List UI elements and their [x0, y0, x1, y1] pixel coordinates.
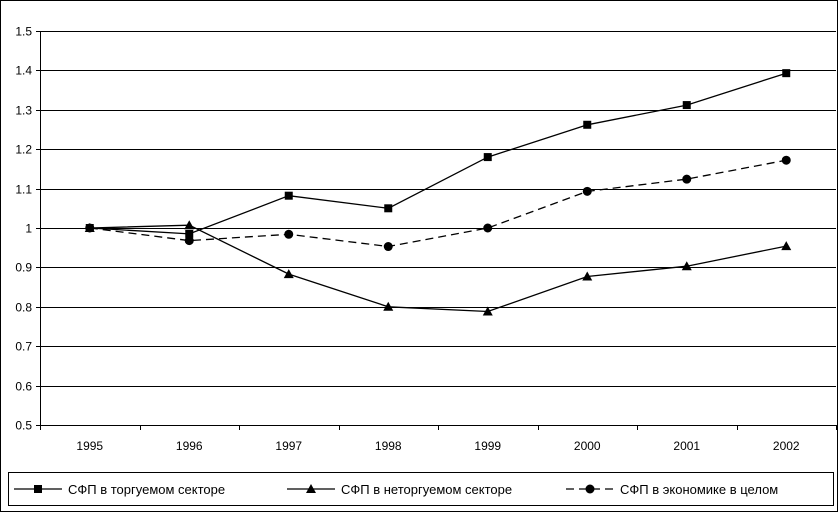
- data-point: [681, 261, 692, 271]
- y-tick-label: 1: [25, 222, 32, 236]
- y-tick-label: 1.4: [15, 64, 32, 78]
- y-tick-label: 1.5: [15, 25, 32, 39]
- data-point: [483, 223, 493, 233]
- data-point: [284, 229, 294, 239]
- data-point: [781, 155, 791, 165]
- data-point: [482, 306, 493, 316]
- series-line: [89, 224, 787, 313]
- y-tick-label: 0.5: [15, 419, 32, 433]
- gridlines: [36, 31, 836, 426]
- x-tick-label: 1998: [375, 439, 402, 453]
- legend-label: СФП в неторгуемом секторе: [341, 482, 512, 497]
- legend-label: СФП в экономике в целом: [620, 482, 778, 497]
- y-tick-label: 1.3: [15, 104, 32, 118]
- data-point: [583, 120, 592, 129]
- data-point: [383, 301, 394, 311]
- y-tick-label: 0.9: [15, 261, 32, 275]
- legend-marker: [306, 484, 316, 493]
- data-point: [283, 269, 294, 279]
- data-point: [384, 204, 393, 213]
- x-tick-label: 1996: [176, 439, 203, 453]
- data-point: [184, 220, 195, 230]
- y-tick-label: 1.2: [15, 143, 32, 157]
- data-point: [782, 69, 791, 78]
- data-point: [383, 242, 393, 252]
- data-point: [582, 186, 592, 196]
- x-tick-label: 2001: [673, 439, 700, 453]
- y-tick-labels: 0.5 0.6 0.7 0.8 0.9 1 1.1 1.2 1.3 1.4 1.5: [15, 25, 32, 433]
- data-point: [682, 101, 691, 110]
- y-tick-label: 0.8: [15, 301, 32, 315]
- legend-item: СФП в экономике в целом: [566, 482, 778, 497]
- y-tick-label: 0.6: [15, 380, 32, 394]
- data-point: [582, 271, 593, 281]
- x-tick-label: 1997: [275, 439, 302, 453]
- data-point: [483, 153, 492, 162]
- x-tick-label: 1999: [474, 439, 501, 453]
- legend: СФП в торгуемом секторе СФП в неторгуемом…: [8, 472, 834, 506]
- data-point: [184, 236, 194, 246]
- series-line: [89, 72, 787, 235]
- y-tick-label: 1.1: [15, 183, 32, 197]
- series-1: [85, 69, 791, 238]
- x-tick-labels: 1995 1996 1997 1998 1999 2000 2001 2002: [76, 439, 800, 453]
- x-tick-label: 2000: [574, 439, 601, 453]
- y-tick-label: 0.7: [15, 340, 32, 354]
- data-point: [284, 191, 293, 200]
- legend-marker: [585, 484, 595, 494]
- legend-label: СФП в торгуемом секторе: [68, 482, 225, 497]
- data-point: [682, 174, 692, 184]
- data-point: [85, 223, 95, 233]
- series-3: [85, 155, 791, 252]
- x-tick-label: 1995: [76, 439, 103, 453]
- x-tick-label: 2002: [773, 439, 800, 453]
- data-point: [781, 241, 792, 251]
- legend-item: СФП в неторгуемом секторе: [287, 482, 512, 497]
- legend-item: СФП в торгуемом секторе: [14, 482, 225, 497]
- legend-marker: [34, 485, 42, 493]
- data-point: [185, 229, 194, 238]
- series-line: [89, 159, 787, 248]
- legend-box: [8, 472, 834, 506]
